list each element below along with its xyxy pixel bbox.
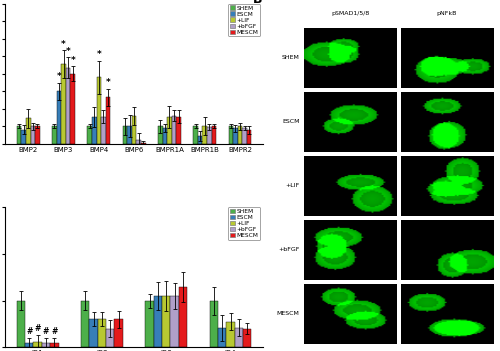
Bar xyxy=(146,301,154,347)
Bar xyxy=(88,126,92,144)
Bar xyxy=(16,126,21,144)
Bar xyxy=(202,126,207,144)
Text: *: * xyxy=(61,40,66,48)
Bar xyxy=(179,287,187,347)
Bar xyxy=(114,319,123,347)
Text: ESCM: ESCM xyxy=(282,119,300,124)
Bar xyxy=(70,74,75,144)
Bar xyxy=(167,117,172,144)
Bar xyxy=(218,328,226,347)
Bar xyxy=(170,296,179,347)
Bar xyxy=(34,342,42,347)
Bar xyxy=(176,117,181,144)
Bar xyxy=(52,126,56,144)
Bar xyxy=(122,126,127,144)
Bar xyxy=(233,128,237,144)
Bar xyxy=(127,126,132,144)
Bar xyxy=(226,322,235,347)
Bar xyxy=(172,116,176,144)
Bar xyxy=(193,126,198,144)
Bar xyxy=(132,116,136,144)
Bar xyxy=(235,328,243,347)
Bar xyxy=(81,301,90,347)
Bar xyxy=(210,301,218,347)
Bar xyxy=(158,126,162,144)
Bar xyxy=(22,130,26,144)
Legend: SHEM, ESCM, +LIF, +bFGF, MESCM: SHEM, ESCM, +LIF, +bFGF, MESCM xyxy=(228,207,260,240)
Text: *: * xyxy=(56,72,62,81)
Text: #: # xyxy=(34,324,41,333)
Bar xyxy=(90,319,98,347)
Bar xyxy=(56,91,61,144)
Bar xyxy=(162,296,170,347)
Text: *: * xyxy=(66,47,70,56)
Text: SHEM: SHEM xyxy=(282,55,300,60)
Text: *: * xyxy=(70,55,75,65)
Bar xyxy=(136,140,141,144)
Bar xyxy=(212,126,216,144)
Bar xyxy=(30,126,35,144)
Bar xyxy=(61,64,66,144)
Bar xyxy=(35,126,40,144)
Bar xyxy=(141,143,146,144)
Bar xyxy=(96,77,101,144)
Bar xyxy=(98,319,106,347)
Legend: SHEM, ESCM, +LIF, +bFGF, MESCM: SHEM, ESCM, +LIF, +bFGF, MESCM xyxy=(228,4,260,37)
Text: #: # xyxy=(51,327,58,336)
Bar xyxy=(228,126,233,144)
Text: +bFGF: +bFGF xyxy=(278,247,299,252)
Bar xyxy=(92,117,96,144)
Bar xyxy=(106,329,114,347)
Text: *: * xyxy=(106,78,110,87)
Bar xyxy=(66,67,70,144)
Text: MESCM: MESCM xyxy=(277,311,299,316)
Bar xyxy=(242,128,247,144)
Text: #: # xyxy=(26,327,32,336)
Bar xyxy=(238,126,242,144)
Bar xyxy=(42,343,50,347)
Bar xyxy=(16,301,25,347)
Text: pNFkB: pNFkB xyxy=(436,11,457,16)
Bar xyxy=(101,117,105,144)
Text: *: * xyxy=(96,50,101,59)
Bar xyxy=(198,136,202,144)
Bar xyxy=(25,343,34,347)
Bar xyxy=(247,130,252,144)
Bar xyxy=(154,296,162,347)
Bar xyxy=(207,127,212,144)
Text: #: # xyxy=(43,327,49,336)
Bar xyxy=(26,118,30,144)
Bar xyxy=(50,343,58,347)
Text: pSMAD1/5/8: pSMAD1/5/8 xyxy=(331,11,370,16)
Bar xyxy=(162,128,167,144)
Bar xyxy=(243,329,252,347)
Text: —: — xyxy=(482,338,488,344)
Bar xyxy=(106,97,110,144)
Text: B: B xyxy=(252,0,262,6)
Text: +LIF: +LIF xyxy=(286,183,300,188)
